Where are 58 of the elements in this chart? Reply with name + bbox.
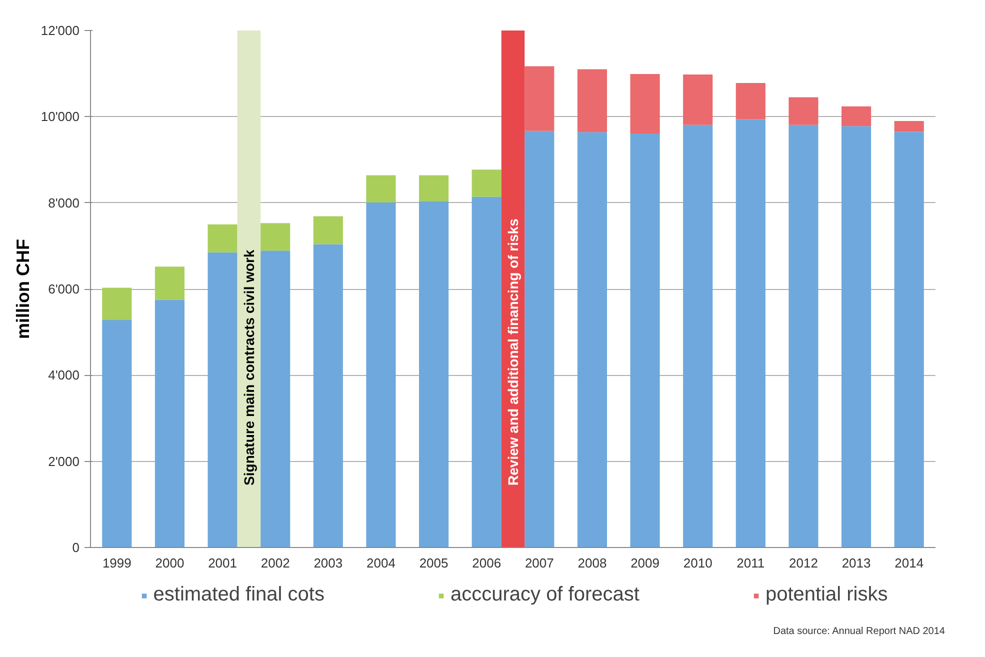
bar (154, 300, 185, 548)
bar (102, 288, 132, 320)
x-tick-label: 1999 (102, 556, 132, 570)
bar (630, 133, 660, 548)
bar (313, 244, 343, 548)
source-note: Data source: Annual Report NAD 2014 (773, 625, 945, 639)
x-tick-label: 2012 (789, 556, 818, 570)
x-tick-label: 2005 (419, 556, 448, 570)
bar (894, 120, 924, 132)
band-label: Signature main contracts civil work (240, 250, 257, 486)
y-tick-label: 10'000 (40, 109, 80, 124)
bar (788, 97, 818, 125)
bar (260, 223, 290, 251)
bar (418, 175, 449, 202)
x-tick-label: 2007 (524, 556, 554, 570)
x-tick-label: 2014 (894, 556, 924, 570)
bar (841, 106, 872, 126)
x-tick-label: 2008 (578, 556, 607, 570)
bar (313, 216, 343, 244)
x-tick-label: 2000 (155, 556, 184, 570)
y-tick-label: 8'000 (48, 195, 80, 210)
legend-label: acccuracy of forecast (450, 584, 640, 606)
y-axis-title: million CHF (12, 238, 33, 339)
bar (418, 201, 449, 548)
bar (894, 132, 924, 548)
y-tick-label: 12'000 (40, 23, 80, 38)
x-tick-label: 2003 (314, 556, 343, 570)
x-tick-label: 2002 (260, 556, 290, 570)
bar (630, 74, 660, 134)
bar (736, 119, 766, 548)
x-tick-label: 2006 (472, 556, 502, 570)
x-tick-label: 2013 (842, 556, 871, 570)
bar (683, 74, 713, 125)
x-tick-label: 2011 (736, 556, 765, 570)
y-tick-label: 0 (72, 540, 80, 555)
y-tick-label: 6'000 (48, 282, 80, 296)
bar (366, 202, 396, 548)
x-tick-label: 2004 (366, 556, 396, 570)
x-tick-label: 2010 (683, 556, 712, 570)
bar (788, 124, 818, 548)
bar (841, 126, 872, 548)
x-tick-label: 2009 (630, 556, 660, 570)
legend-label: estimated final cots (153, 584, 324, 606)
x-tick-label: 2001 (208, 556, 237, 570)
legend-label: potential risks (765, 584, 888, 606)
bar (154, 266, 185, 300)
bar (366, 175, 396, 202)
bar (524, 66, 554, 131)
band-label: Review and additional financing of risks (505, 218, 521, 486)
bar (208, 224, 238, 252)
y-tick-label: 2'000 (48, 454, 80, 469)
bar (736, 83, 766, 120)
bar (102, 320, 132, 548)
bar (472, 170, 502, 197)
y-tick-label: 4'000 (48, 368, 80, 383)
bar (577, 132, 608, 548)
bar (683, 124, 713, 548)
bar (577, 69, 608, 132)
